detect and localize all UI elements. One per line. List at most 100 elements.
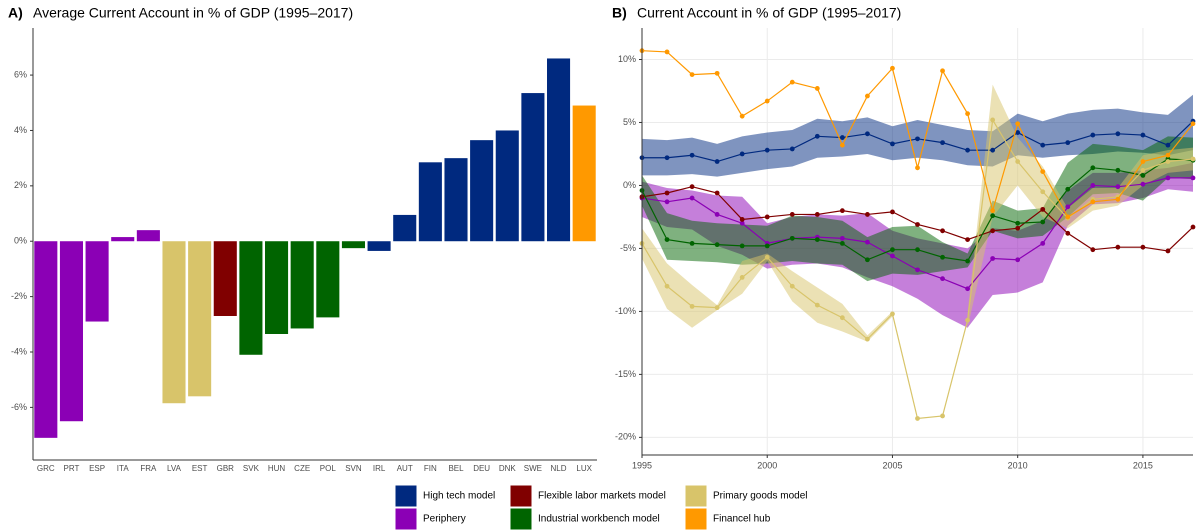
point bbox=[1040, 189, 1046, 195]
point bbox=[714, 305, 720, 311]
point bbox=[1115, 244, 1121, 250]
point bbox=[890, 141, 895, 147]
y-tick-label: 6% bbox=[14, 69, 27, 79]
x-tick-label: SVN bbox=[345, 464, 362, 473]
point bbox=[940, 68, 945, 74]
x-tick-label: 2010 bbox=[1008, 460, 1028, 470]
point bbox=[1165, 248, 1171, 254]
point bbox=[1040, 219, 1046, 225]
bar bbox=[393, 214, 417, 242]
point bbox=[1040, 240, 1046, 246]
point bbox=[1140, 181, 1146, 187]
x-tick-label: DNK bbox=[499, 464, 517, 473]
bar bbox=[59, 241, 83, 422]
point bbox=[839, 235, 845, 241]
point bbox=[990, 208, 996, 214]
point bbox=[664, 190, 670, 196]
point bbox=[689, 303, 695, 309]
bar bbox=[213, 241, 237, 316]
point bbox=[1015, 121, 1021, 127]
point bbox=[965, 147, 970, 153]
bar bbox=[418, 162, 442, 242]
bar bbox=[521, 93, 545, 242]
point bbox=[689, 152, 695, 158]
point bbox=[965, 317, 970, 323]
point bbox=[664, 237, 670, 243]
point bbox=[890, 209, 895, 215]
point bbox=[1140, 132, 1146, 138]
x-tick-label: DEU bbox=[473, 464, 490, 473]
point bbox=[764, 98, 770, 104]
point bbox=[1040, 142, 1046, 148]
point bbox=[1015, 225, 1021, 231]
point bbox=[865, 131, 870, 137]
point bbox=[965, 237, 970, 243]
x-tick-label: CZE bbox=[294, 464, 310, 473]
point bbox=[789, 79, 795, 85]
legend-swatch bbox=[684, 507, 708, 530]
point bbox=[764, 214, 770, 220]
point bbox=[839, 315, 845, 321]
x-tick-label: FRA bbox=[140, 464, 157, 473]
x-tick-label: IRL bbox=[373, 464, 386, 473]
band bbox=[642, 228, 893, 342]
legend-swatch bbox=[509, 507, 533, 530]
x-tick-label: AUT bbox=[397, 464, 413, 473]
point bbox=[990, 213, 996, 219]
point bbox=[714, 212, 720, 217]
point bbox=[839, 142, 845, 148]
bar bbox=[470, 140, 494, 242]
point bbox=[990, 228, 996, 234]
point bbox=[1065, 230, 1071, 236]
legend-label: Flexible labor markets model bbox=[538, 491, 666, 502]
bar bbox=[111, 237, 135, 242]
point bbox=[714, 70, 720, 76]
point bbox=[739, 217, 745, 222]
bar bbox=[162, 241, 186, 404]
bar bbox=[495, 130, 519, 242]
point bbox=[890, 65, 895, 71]
point bbox=[764, 243, 770, 249]
point bbox=[789, 212, 795, 217]
point bbox=[789, 283, 795, 289]
point bbox=[1165, 159, 1171, 164]
point bbox=[1190, 121, 1196, 127]
point bbox=[1090, 247, 1096, 253]
x-tick-label: SVK bbox=[243, 464, 260, 473]
legend-swatch bbox=[394, 507, 418, 530]
point bbox=[664, 49, 670, 55]
y-tick-label: -10% bbox=[615, 306, 636, 316]
point bbox=[1190, 175, 1196, 181]
point bbox=[814, 212, 820, 217]
point bbox=[714, 159, 720, 164]
point bbox=[940, 254, 945, 260]
point bbox=[664, 155, 670, 161]
point bbox=[890, 247, 895, 253]
point bbox=[865, 212, 870, 217]
point bbox=[1165, 152, 1171, 158]
point bbox=[1165, 175, 1171, 181]
point bbox=[739, 220, 745, 226]
point bbox=[1015, 130, 1021, 135]
point bbox=[1165, 142, 1171, 148]
point bbox=[1065, 186, 1071, 192]
point bbox=[940, 140, 945, 146]
point bbox=[814, 86, 820, 91]
y-tick-label: -5% bbox=[620, 243, 636, 253]
point bbox=[1190, 224, 1196, 230]
y-tick-label: 4% bbox=[14, 125, 27, 135]
y-tick-label: -20% bbox=[615, 432, 636, 442]
x-tick-label: ITA bbox=[117, 464, 130, 473]
point bbox=[739, 243, 745, 249]
point bbox=[1090, 165, 1096, 171]
x-tick-label: EST bbox=[192, 464, 208, 473]
x-tick-label: NLD bbox=[551, 464, 567, 473]
point bbox=[915, 267, 920, 273]
point bbox=[1015, 159, 1021, 164]
bar bbox=[444, 158, 468, 242]
bar bbox=[85, 241, 109, 322]
y-tick-label: 5% bbox=[623, 117, 636, 127]
point bbox=[865, 93, 870, 99]
point bbox=[689, 240, 695, 246]
